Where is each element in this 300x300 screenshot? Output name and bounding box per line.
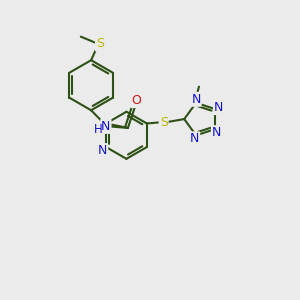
Text: N: N — [191, 93, 201, 106]
Text: S: S — [96, 38, 104, 50]
Text: H: H — [94, 124, 103, 136]
Text: N: N — [101, 120, 110, 133]
Text: N: N — [214, 101, 224, 114]
Text: S: S — [160, 116, 168, 128]
Text: N: N — [190, 132, 199, 146]
Text: N: N — [98, 144, 107, 157]
Text: O: O — [131, 94, 141, 107]
Text: N: N — [212, 126, 221, 139]
